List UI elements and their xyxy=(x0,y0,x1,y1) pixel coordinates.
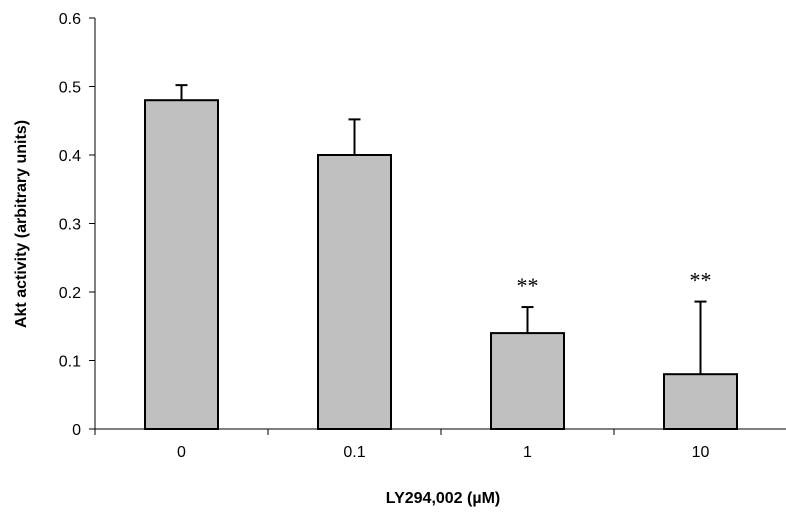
bar xyxy=(317,154,392,430)
y-axis-title: Akt activity (arbitrary units) xyxy=(13,120,30,328)
bar xyxy=(663,373,738,431)
significance-label: ** xyxy=(690,268,712,293)
chart-bars xyxy=(144,84,738,431)
y-tick-label: 0.5 xyxy=(59,80,81,97)
x-tick-label: 10 xyxy=(692,444,710,461)
x-tick-label: 0.1 xyxy=(343,444,365,461)
y-tick-label: 0 xyxy=(72,422,81,439)
bar xyxy=(144,99,219,430)
y-tick-label: 0.4 xyxy=(59,148,81,165)
x-tick-label: 0 xyxy=(177,444,186,461)
y-tick-label: 0.2 xyxy=(59,285,81,302)
bar xyxy=(490,332,565,431)
y-tick-label: 0.1 xyxy=(59,354,81,371)
significance-label: ** xyxy=(517,273,539,298)
y-tick-label: 0.6 xyxy=(59,11,81,28)
chart-labels: 0 0.1 0.2 0.3 0.4 0.5 0.6 0 0.1 1 ** 10 ** xyxy=(59,11,712,461)
x-tick-label: 1 xyxy=(523,444,532,461)
x-axis-title: LY294,002 (µM) xyxy=(386,490,500,507)
y-tick-label: 0.3 xyxy=(59,217,81,234)
